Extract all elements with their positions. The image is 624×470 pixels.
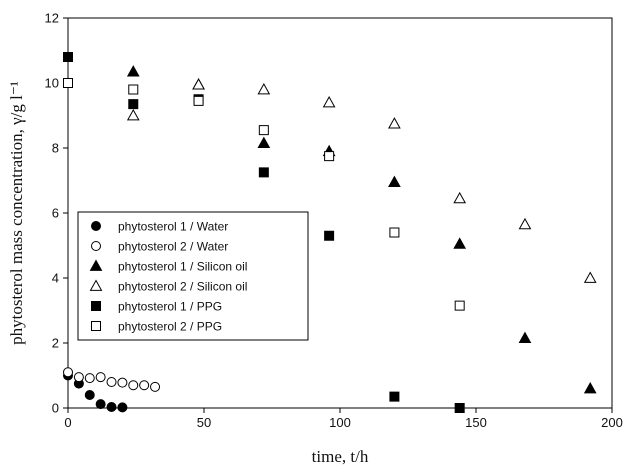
y-tick-label: 0 [52, 401, 59, 416]
legend-item: phytosterol 1 / PPG [91, 300, 222, 314]
series-6 [63, 78, 465, 311]
data-point [583, 381, 597, 394]
x-tick-label: 0 [64, 415, 71, 430]
data-point [389, 391, 400, 402]
legend: phytosterol 1 / Water phytosterol 2 / Wat… [77, 211, 309, 341]
data-point [150, 381, 161, 392]
y-tick-label: 2 [52, 336, 59, 351]
data-point [126, 108, 140, 121]
legend-label: phytosterol 2 / Silicon oil [118, 280, 247, 294]
data-point [454, 300, 465, 311]
data-point [518, 217, 532, 230]
data-point [583, 271, 597, 283]
legend-label: phytosterol 1 / Silicon oil [118, 260, 247, 274]
data-point [128, 380, 139, 391]
data-point [73, 372, 84, 383]
legend-item: phytosterol 2 / PPG [91, 320, 222, 334]
legend-label: phytosterol 1 / PPG [118, 300, 222, 314]
legend-item: phytosterol 2 / Water [91, 240, 228, 254]
legend-label: phytosterol 1 / Water [118, 220, 228, 234]
legend-marker [89, 279, 103, 291]
x-tick-label: 150 [465, 415, 487, 430]
y-axis-title: phytosterol mass concentration, γ/g l⁻¹ [7, 81, 26, 345]
data-point [258, 167, 269, 178]
data-point [518, 331, 532, 344]
data-point [257, 136, 271, 149]
data-point [257, 82, 271, 95]
y-tick-label: 6 [52, 206, 59, 221]
legend-item: phytosterol 1 / Water [91, 220, 228, 234]
legend-marker [91, 321, 101, 331]
data-point [139, 380, 150, 391]
data-point [126, 65, 140, 77]
legend-marker [89, 259, 103, 271]
y-tick-label: 12 [45, 11, 59, 26]
data-point [84, 373, 95, 384]
data-point [453, 191, 467, 204]
data-point [388, 117, 401, 129]
data-point [106, 377, 117, 387]
legend-marker [91, 221, 101, 231]
data-point [84, 390, 95, 400]
x-axis-title: time, t/h [312, 447, 369, 466]
data-point [63, 367, 73, 378]
legend-label: phytosterol 2 / Water [118, 240, 228, 254]
data-point [106, 402, 117, 413]
x-axis: 0 50 100 150 200 [64, 408, 623, 430]
data-point [128, 99, 139, 110]
legend-box [77, 211, 309, 341]
legend-item: phytosterol 2 / Silicon oil [89, 279, 247, 294]
data-point [117, 377, 128, 388]
data-point [63, 78, 73, 88]
series-1 [63, 370, 128, 413]
y-axis: 0 2 4 6 8 10 12 [45, 11, 68, 416]
data-point [454, 403, 465, 413]
y-tick-label: 4 [52, 271, 59, 286]
legend-marker [91, 241, 101, 251]
data-point [324, 230, 335, 241]
legend-label: phytosterol 2 / PPG [118, 320, 222, 334]
data-point [192, 78, 205, 90]
data-point [453, 237, 467, 249]
data-point [258, 125, 269, 136]
data-point [389, 227, 400, 238]
data-point [63, 52, 73, 62]
y-tick-label: 8 [52, 141, 59, 156]
x-tick-label: 50 [197, 415, 211, 430]
series-4 [126, 78, 597, 283]
legend-marker [91, 301, 101, 311]
data-point [322, 95, 336, 108]
legend-item: phytosterol 1 / Silicon oil [89, 259, 247, 274]
data-point [117, 402, 128, 413]
data-point [193, 95, 204, 106]
data-points [63, 52, 597, 413]
series-2 [63, 367, 161, 392]
x-tick-label: 100 [329, 415, 351, 430]
data-point [388, 175, 401, 188]
y-tick-label: 10 [45, 76, 59, 91]
x-tick-label: 200 [601, 415, 623, 430]
data-point [324, 151, 335, 162]
data-point [95, 372, 106, 383]
data-point [128, 84, 139, 95]
data-point [95, 399, 106, 410]
